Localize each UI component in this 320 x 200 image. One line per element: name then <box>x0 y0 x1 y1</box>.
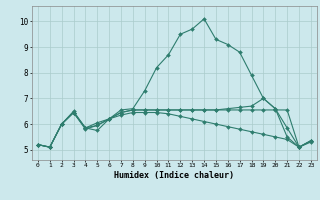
X-axis label: Humidex (Indice chaleur): Humidex (Indice chaleur) <box>115 171 234 180</box>
